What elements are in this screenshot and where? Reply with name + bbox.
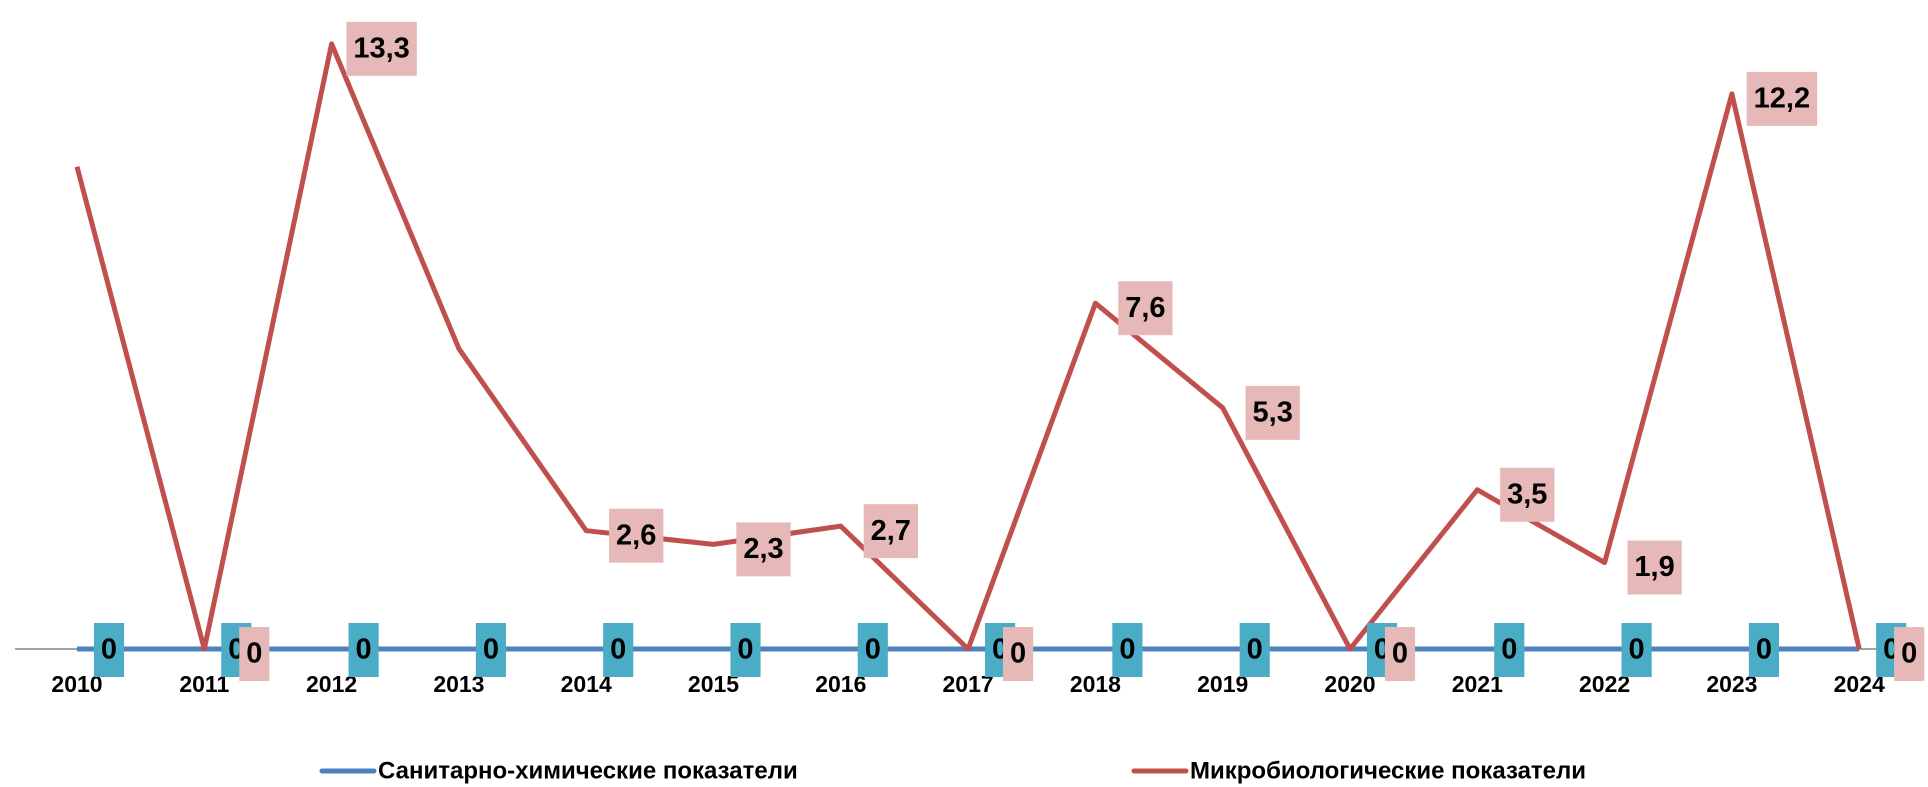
data-label-text: 0 <box>483 634 499 666</box>
data-label: 2,6 <box>609 508 664 563</box>
data-label: 2,3 <box>736 522 791 577</box>
data-label-text: 2,6 <box>616 519 656 551</box>
data-label-box <box>1894 627 1925 681</box>
data-label: 0 <box>1894 627 1925 681</box>
data-label-text: 2,3 <box>743 533 783 565</box>
data-label: 0 <box>857 623 888 677</box>
series-line <box>74 41 1862 652</box>
data-label-text: 13,3 <box>353 33 409 65</box>
data-label: 0 <box>1494 623 1525 677</box>
data-label: 0 <box>239 627 270 681</box>
x-tick-label: 2011 <box>179 671 229 697</box>
data-label-box <box>1112 623 1143 677</box>
data-label-box <box>1245 385 1300 440</box>
data-label-box <box>239 627 270 681</box>
data-label-text: 2,7 <box>871 515 911 547</box>
data-label: 0 <box>475 623 506 677</box>
legend-label: Микробиологические показатели <box>1190 757 1586 784</box>
data-label-box <box>93 623 125 677</box>
data-label-text: 5,3 <box>1253 397 1293 429</box>
data-label-text: 0 <box>1119 634 1135 666</box>
data-label: 5,3 <box>1245 385 1300 440</box>
data-label-text: 0 <box>610 634 626 666</box>
data-label: 0 <box>348 623 379 677</box>
data-label-text: 0 <box>1756 634 1772 666</box>
data-label-box <box>346 21 417 76</box>
data-label: 0 <box>1621 623 1652 677</box>
data-label-box <box>1239 623 1270 677</box>
data-label: 7,6 <box>1118 281 1173 336</box>
data-label: 0 <box>603 623 634 677</box>
data-label: 13,3 <box>346 21 417 76</box>
data-label-box <box>1748 623 1779 677</box>
data-label-box <box>1494 623 1525 677</box>
data-label: 0 <box>1384 627 1416 681</box>
data-label-text: 0 <box>101 634 117 666</box>
data-label: 3,5 <box>1500 467 1555 522</box>
data-label-text: 3,5 <box>1507 478 1547 510</box>
data-label-text: 0 <box>1010 638 1026 670</box>
data-label-box <box>475 623 506 677</box>
data-label: 0 <box>1748 623 1779 677</box>
data-label: 2,7 <box>863 504 918 559</box>
data-label-box <box>1118 281 1173 336</box>
data-label: 0 <box>730 623 761 677</box>
data-label-text: 0 <box>865 634 881 666</box>
data-label-box <box>1746 71 1818 126</box>
data-label: 0 <box>1003 627 1034 681</box>
data-label-text: 7,6 <box>1125 292 1165 324</box>
data-label-box <box>1621 623 1652 677</box>
data-label-box <box>863 504 918 559</box>
data-label-text: 0 <box>1901 638 1917 670</box>
data-label-text: 0 <box>1629 634 1645 666</box>
data-label-box <box>348 623 379 677</box>
data-label-box <box>1384 627 1416 681</box>
data-label-text: 0 <box>356 634 372 666</box>
data-label-text: 1,9 <box>1634 551 1674 583</box>
data-label-box <box>603 623 634 677</box>
data-label: 0 <box>1239 623 1270 677</box>
data-label-text: 12,2 <box>1754 83 1810 115</box>
data-label-text: 0 <box>1392 638 1408 670</box>
data-label-box <box>736 522 791 577</box>
data-label: 1,9 <box>1627 540 1682 595</box>
data-label-box <box>1500 467 1555 522</box>
data-label-box <box>1003 627 1034 681</box>
data-label-text: 0 <box>1247 634 1263 666</box>
data-label: 0 <box>1112 623 1143 677</box>
data-label-text: 0 <box>246 638 262 670</box>
data-label-box <box>1627 540 1682 595</box>
data-label-box <box>857 623 888 677</box>
data-label-text: 0 <box>1501 634 1517 666</box>
data-label-text: 0 <box>737 634 753 666</box>
data-label-box <box>609 508 664 563</box>
data-label-box <box>730 623 761 677</box>
data-label: 0 <box>93 623 125 677</box>
data-label: 12,2 <box>1746 71 1818 126</box>
legend-label: Санитарно-химические показатели <box>378 757 798 784</box>
